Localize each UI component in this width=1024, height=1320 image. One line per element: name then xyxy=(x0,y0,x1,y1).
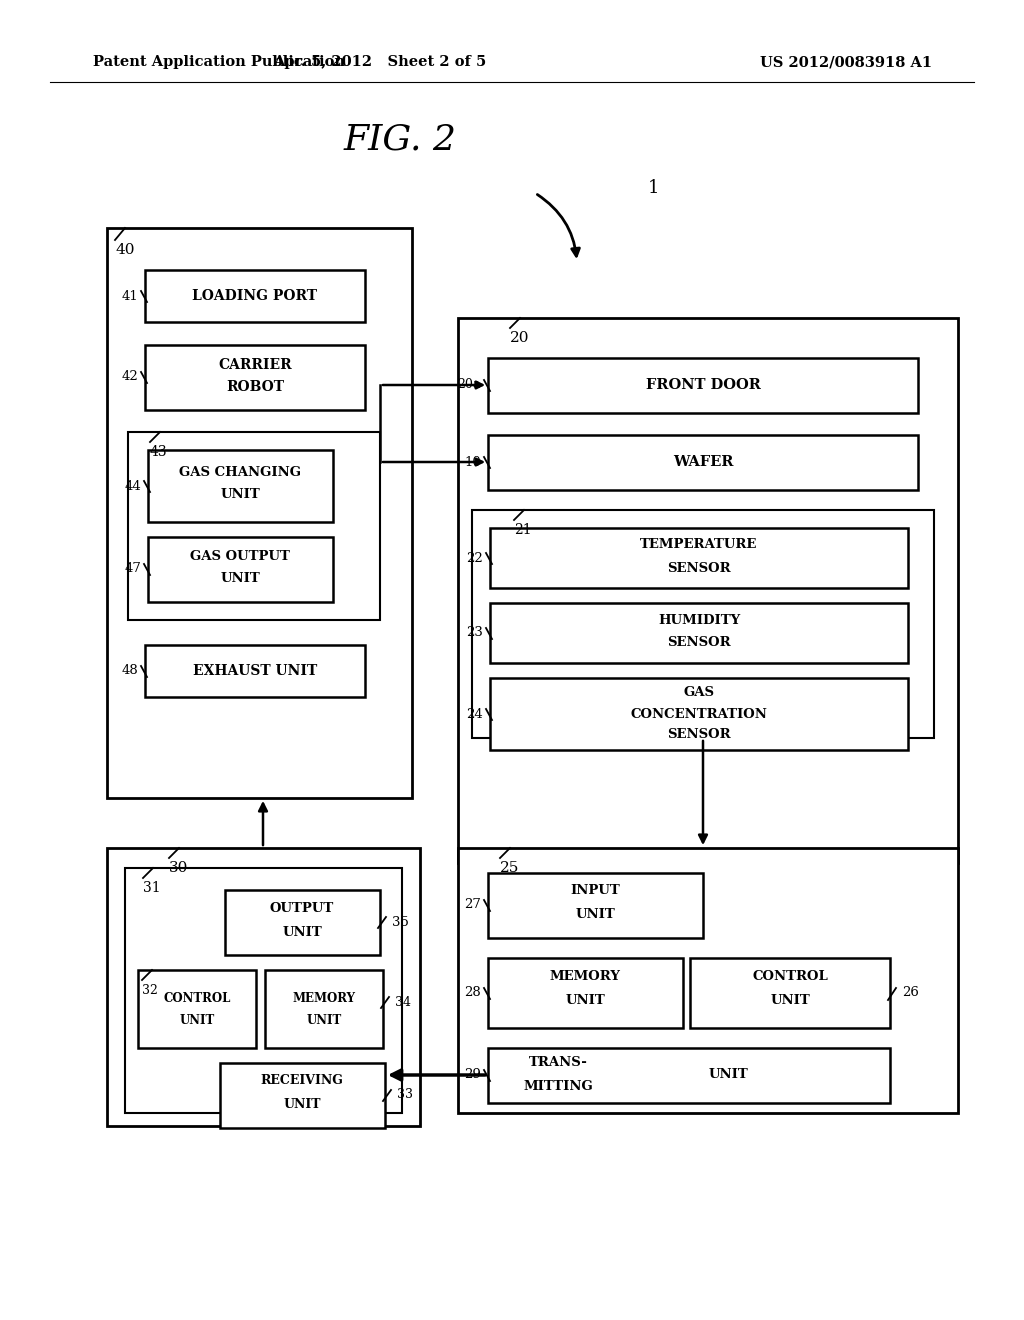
Bar xyxy=(488,873,703,939)
Bar xyxy=(220,1063,385,1129)
Text: 40: 40 xyxy=(115,243,134,257)
Text: TEMPERATURE: TEMPERATURE xyxy=(640,539,758,552)
Bar xyxy=(125,869,402,1113)
Text: 47: 47 xyxy=(124,562,141,576)
Text: Patent Application Publication: Patent Application Publication xyxy=(93,55,345,69)
Text: UNIT: UNIT xyxy=(220,573,260,586)
Text: 43: 43 xyxy=(150,445,168,459)
Text: 25: 25 xyxy=(500,861,519,875)
Text: 28: 28 xyxy=(464,986,481,999)
Bar xyxy=(690,958,890,1028)
Text: UNIT: UNIT xyxy=(220,487,260,500)
Bar xyxy=(106,847,420,1126)
Bar xyxy=(490,603,908,663)
Text: MEMORY: MEMORY xyxy=(550,969,621,982)
Text: ROBOT: ROBOT xyxy=(226,380,284,393)
Bar xyxy=(265,970,383,1048)
Text: TRANS-: TRANS- xyxy=(528,1056,588,1069)
Text: CONTROL: CONTROL xyxy=(752,969,827,982)
Text: FIG. 2: FIG. 2 xyxy=(343,123,457,157)
Text: 21: 21 xyxy=(514,523,531,537)
Text: 41: 41 xyxy=(121,289,138,302)
Bar xyxy=(145,645,365,697)
Text: UNIT: UNIT xyxy=(575,908,614,921)
Bar xyxy=(488,358,918,413)
Text: MEMORY: MEMORY xyxy=(293,991,355,1005)
Text: UNIT: UNIT xyxy=(306,1014,342,1027)
Text: LOADING PORT: LOADING PORT xyxy=(193,289,317,304)
Text: 27: 27 xyxy=(464,899,481,912)
Text: 30: 30 xyxy=(169,861,188,875)
Text: 1: 1 xyxy=(648,180,659,197)
Bar xyxy=(148,537,333,602)
Bar xyxy=(225,890,380,954)
Bar xyxy=(106,228,412,799)
Text: EXHAUST UNIT: EXHAUST UNIT xyxy=(193,664,317,678)
Bar xyxy=(138,970,256,1048)
Bar xyxy=(145,345,365,411)
Text: UNIT: UNIT xyxy=(283,925,322,939)
Text: 33: 33 xyxy=(397,1089,413,1101)
Bar xyxy=(458,847,958,1113)
Text: GAS: GAS xyxy=(683,686,715,700)
Bar xyxy=(488,1048,890,1104)
Text: 26: 26 xyxy=(902,986,919,999)
Text: 20: 20 xyxy=(510,331,529,345)
Text: 23: 23 xyxy=(466,627,483,639)
Text: 31: 31 xyxy=(143,880,161,895)
Text: SENSOR: SENSOR xyxy=(668,561,731,574)
Text: 34: 34 xyxy=(395,995,411,1008)
Text: GAS OUTPUT: GAS OUTPUT xyxy=(190,550,290,564)
Text: 20a: 20a xyxy=(458,379,481,392)
Bar xyxy=(145,271,365,322)
Text: GAS CHANGING: GAS CHANGING xyxy=(179,466,301,479)
Bar xyxy=(490,528,908,587)
Text: US 2012/0083918 A1: US 2012/0083918 A1 xyxy=(760,55,932,69)
Text: 24: 24 xyxy=(466,708,483,721)
Text: CARRIER: CARRIER xyxy=(218,358,292,372)
Bar xyxy=(148,450,333,521)
Text: OUTPUT: OUTPUT xyxy=(270,902,334,915)
Bar xyxy=(490,678,908,750)
Text: UNIT: UNIT xyxy=(709,1068,748,1081)
Text: WAFER: WAFER xyxy=(673,455,733,469)
Bar xyxy=(458,318,958,863)
Text: Apr. 5, 2012   Sheet 2 of 5: Apr. 5, 2012 Sheet 2 of 5 xyxy=(273,55,486,69)
Text: INPUT: INPUT xyxy=(570,884,620,898)
Text: MITTING: MITTING xyxy=(523,1080,593,1093)
Text: SENSOR: SENSOR xyxy=(668,729,731,742)
Text: 22: 22 xyxy=(466,552,483,565)
Text: 32: 32 xyxy=(142,983,158,997)
Bar xyxy=(488,958,683,1028)
Text: 29: 29 xyxy=(464,1068,481,1081)
Text: SENSOR: SENSOR xyxy=(668,636,731,649)
Text: UNIT: UNIT xyxy=(179,1014,215,1027)
Bar xyxy=(128,432,380,620)
Text: 48: 48 xyxy=(121,664,138,677)
Text: 10: 10 xyxy=(464,455,481,469)
Text: FRONT DOOR: FRONT DOOR xyxy=(645,378,761,392)
Bar xyxy=(472,510,934,738)
Text: UNIT: UNIT xyxy=(565,994,605,1006)
Text: 44: 44 xyxy=(124,479,141,492)
Bar xyxy=(488,436,918,490)
Text: UNIT: UNIT xyxy=(770,994,810,1006)
Text: RECEIVING: RECEIVING xyxy=(260,1074,343,1088)
Text: 42: 42 xyxy=(121,371,138,384)
Text: UNIT: UNIT xyxy=(284,1098,321,1111)
Text: CONTROL: CONTROL xyxy=(163,991,230,1005)
Text: CONCENTRATION: CONCENTRATION xyxy=(631,708,767,721)
Text: 35: 35 xyxy=(392,916,409,928)
Text: HUMIDITY: HUMIDITY xyxy=(657,614,740,627)
